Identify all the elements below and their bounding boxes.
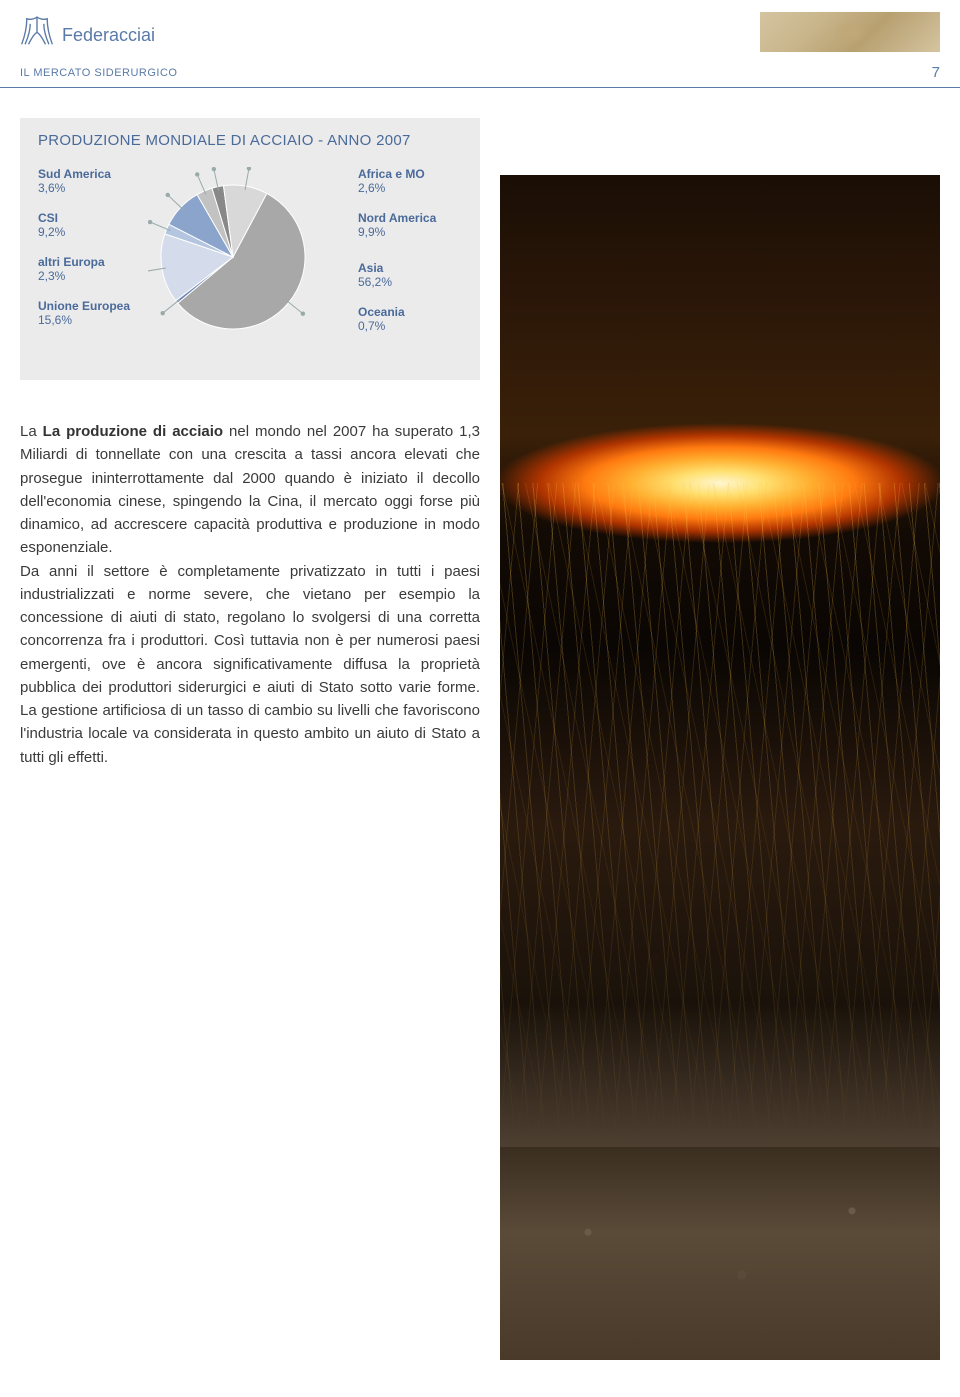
leader-dot [148, 220, 152, 224]
body-paragraph-2: Da anni il settore è completamente priva… [20, 560, 480, 769]
leader-line [168, 195, 184, 210]
brand-block: Federacciai [20, 12, 155, 46]
page-number: 7 [932, 64, 940, 87]
leader-dot [160, 311, 164, 315]
pie-chart-box: PRODUZIONE MONDIALE DI ACCIAIO - ANNO 20… [20, 118, 480, 380]
chart-label-name: Africa e MO [358, 167, 462, 181]
leader-dot [166, 193, 170, 197]
chart-label-value: 3,6% [38, 181, 148, 195]
leader-dot [301, 312, 305, 316]
leader-line [163, 299, 180, 313]
body-text-1: nel mondo nel 2007 ha superato 1,3 Milia… [20, 423, 480, 556]
leader-line [197, 174, 206, 194]
text-column: La La produzione di acciaio nel mondo ne… [20, 420, 480, 769]
furnace-image [500, 175, 940, 1360]
chart-label-value: 2,6% [358, 181, 462, 195]
bold-phrase: La produzione di acciaio [43, 423, 223, 440]
subtitle-row: IL MERCATO SIDERURGICO 7 [0, 64, 960, 88]
chart-right-labels: Africa e MO2,6% Nord America9,9% Asia56,… [318, 167, 462, 349]
pie-chart-svg [148, 167, 318, 357]
chart-label-name: Unione Europea [38, 299, 148, 313]
chart-label-name: Sud America [38, 167, 148, 181]
chart-title: PRODUZIONE MONDIALE DI ACCIAIO - ANNO 20… [38, 132, 462, 149]
chart-label-value: 9,2% [38, 225, 148, 239]
chart-label-name: Asia [358, 261, 462, 275]
section-subtitle: IL MERCATO SIDERURGICO [20, 67, 177, 85]
chart-left-labels: Sud America3,6% CSI9,2% altri Europa2,3%… [38, 167, 148, 343]
chart-label-value: 0,7% [358, 319, 462, 333]
leader-line [286, 300, 303, 314]
chart-label-value: 2,3% [38, 269, 148, 283]
chart-label-name: Nord America [358, 211, 462, 225]
leader-line [150, 222, 170, 231]
body-paragraph: La La produzione di acciaio nel mondo ne… [20, 420, 480, 560]
chart-body: Sud America3,6% CSI9,2% altri Europa2,3%… [38, 167, 462, 362]
page-header: Federacciai [0, 0, 960, 60]
pie-chart [148, 167, 318, 362]
body-lead-text: La La produzione di acciaio [20, 423, 223, 440]
federacciai-logo-icon [20, 12, 54, 46]
chart-label-value: 15,6% [38, 313, 148, 327]
chart-label-value: 9,9% [358, 225, 462, 239]
leader-dot [247, 167, 251, 171]
chart-label-name: altri Europa [38, 255, 148, 269]
chart-label-name: CSI [38, 211, 148, 225]
brand-name: Federacciai [62, 25, 155, 46]
leader-dot [195, 172, 199, 176]
header-vitruvian-image [760, 12, 940, 52]
chart-label-value: 56,2% [358, 275, 462, 289]
chart-label-name: Oceania [358, 305, 462, 319]
furnace-photo [500, 175, 940, 1360]
leader-dot [212, 167, 216, 171]
